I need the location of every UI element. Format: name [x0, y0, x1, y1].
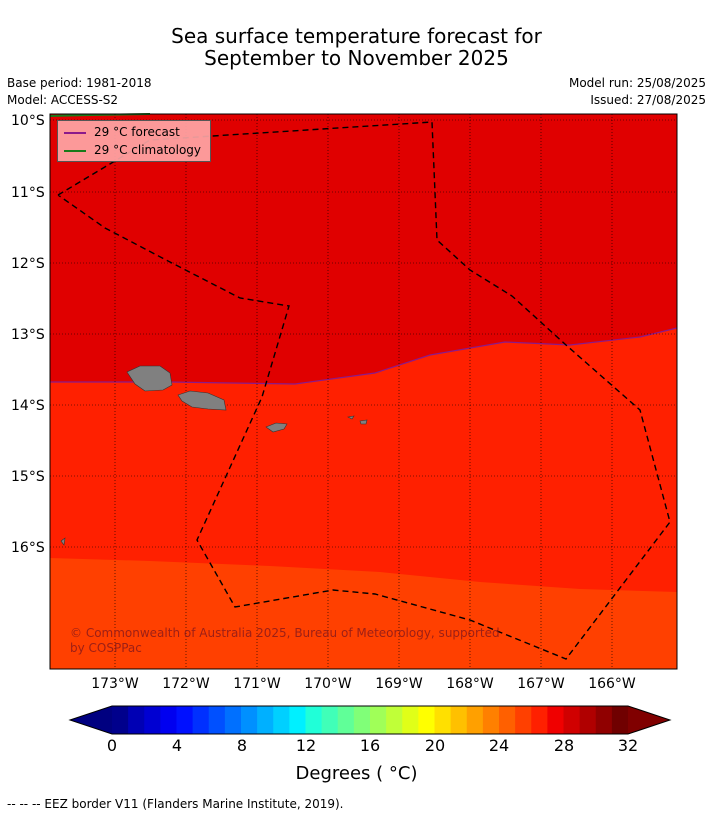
lon-label: 167°W	[517, 676, 565, 692]
colorbar-tick: 0	[107, 736, 117, 755]
colorbar-extend-high	[628, 706, 670, 734]
footnote: -- -- -- EEZ border V11 (Flanders Marine…	[7, 797, 344, 811]
colorbar-segment	[128, 706, 145, 734]
lon-label: 172°W	[162, 676, 210, 692]
lat-label: 15°S	[11, 469, 45, 485]
lon-label: 169°W	[375, 676, 423, 692]
colorbar-tick: 32	[618, 736, 638, 755]
colorbar-outline	[68, 705, 672, 735]
colorbar-segment	[257, 706, 274, 734]
colorbar-segment	[144, 706, 161, 734]
eez-border	[57, 121, 671, 660]
colorbar-tick: 24	[489, 736, 509, 755]
copyright-line-1: © Commonwealth of Australia 2025, Bureau…	[70, 626, 500, 640]
legend-climatology-swatch	[64, 149, 86, 152]
lat-label: 16°S	[11, 540, 45, 556]
issued-date: Issued: 27/08/2025	[590, 93, 706, 107]
colorbar-tick: 16	[360, 736, 380, 755]
colorbar-segment	[418, 706, 435, 734]
colorbar-segment	[353, 706, 371, 734]
colorbar-segment	[321, 706, 339, 734]
colorbar-segment	[563, 706, 581, 734]
colorbar-extend-low	[70, 706, 112, 734]
colorbar-segment	[531, 706, 548, 734]
colorbar-tick: 8	[237, 736, 247, 755]
legend: 29 °C forecast 29 °C climatology	[57, 120, 211, 162]
lon-label: 171°W	[233, 676, 281, 692]
lon-label: 166°W	[588, 676, 636, 692]
colorbar-segment	[305, 706, 323, 734]
colorbar-segment	[241, 706, 258, 734]
sst-region-cool	[50, 558, 677, 669]
title-line-2: September to November 2025	[204, 46, 509, 70]
colorbar-segment	[579, 706, 597, 734]
lon-labels: 173°W 172°W 171°W 170°W 169°W 168°W 167°…	[91, 676, 636, 692]
legend-climatology-label: 29 °C climatology	[94, 143, 202, 157]
colorbar-segment	[208, 706, 226, 734]
copyright-line-2: by COSPPac	[70, 641, 142, 655]
colorbar-segment	[482, 706, 500, 734]
colorbar-tick: 4	[172, 736, 182, 755]
colorbar-segment	[289, 706, 306, 734]
model-run: Model run: 25/08/2025	[568, 76, 706, 90]
colorbar-segment	[370, 706, 387, 734]
legend-forecast: 29 °C forecast	[64, 124, 180, 140]
lat-label: 14°S	[11, 398, 45, 414]
colorbar-tick: 12	[296, 736, 316, 755]
lat-label: 10°S	[11, 113, 45, 129]
copyright-notice: © Commonwealth of Australia 2025, Bureau…	[70, 626, 500, 656]
legend-forecast-swatch	[64, 131, 86, 134]
colorbar-segment	[192, 706, 210, 734]
base-period: Base period: 1981-2018	[7, 76, 152, 90]
forecast-contour	[50, 327, 678, 385]
model-name: Model: ACCESS-S2	[7, 93, 119, 107]
lon-label: 170°W	[304, 676, 352, 692]
colorbar-segment	[595, 706, 613, 734]
colorbar-segment	[611, 706, 629, 734]
colorbar-segment	[112, 706, 129, 734]
colorbar-segment	[402, 706, 419, 734]
colorbar-segment	[176, 706, 194, 734]
colorbar-segment	[499, 706, 516, 734]
colorbar	[68, 705, 672, 735]
colorbar-segment	[273, 706, 290, 734]
colorbar-segment	[515, 706, 532, 734]
lat-label: 12°S	[11, 256, 45, 272]
colorbar-segment	[466, 706, 484, 734]
colorbar-title: Degrees ( °C)	[295, 763, 418, 784]
legend-climatology: 29 °C climatology	[64, 142, 201, 158]
colorbar-segment	[450, 706, 468, 734]
lon-label: 173°W	[91, 676, 139, 692]
colorbar-segment	[434, 706, 452, 734]
lat-labels: 10°S 11°S 12°S 13°S 14°S 15°S 16°S	[11, 113, 45, 556]
colorbar-segment	[160, 706, 177, 734]
map-frame	[49, 113, 678, 670]
colorbar-segment	[547, 706, 564, 734]
lon-grid	[114, 114, 613, 669]
lat-label: 11°S	[11, 185, 45, 201]
lat-label: 13°S	[11, 327, 45, 343]
colorbar-segment	[386, 706, 403, 734]
samoa-islands	[60, 365, 368, 546]
colorbar-tick: 20	[425, 736, 445, 755]
colorbar-ticks: 0 4 8 12 16 20 24 28 32	[107, 736, 638, 755]
title-line-1: Sea surface temperature forecast for	[171, 24, 542, 48]
colorbar-segment	[224, 706, 242, 734]
colorbar-tick: 28	[554, 736, 574, 755]
lat-grid	[50, 119, 677, 548]
colorbar-segment	[337, 706, 355, 734]
lon-label: 168°W	[446, 676, 494, 692]
legend-forecast-label: 29 °C forecast	[94, 125, 180, 139]
